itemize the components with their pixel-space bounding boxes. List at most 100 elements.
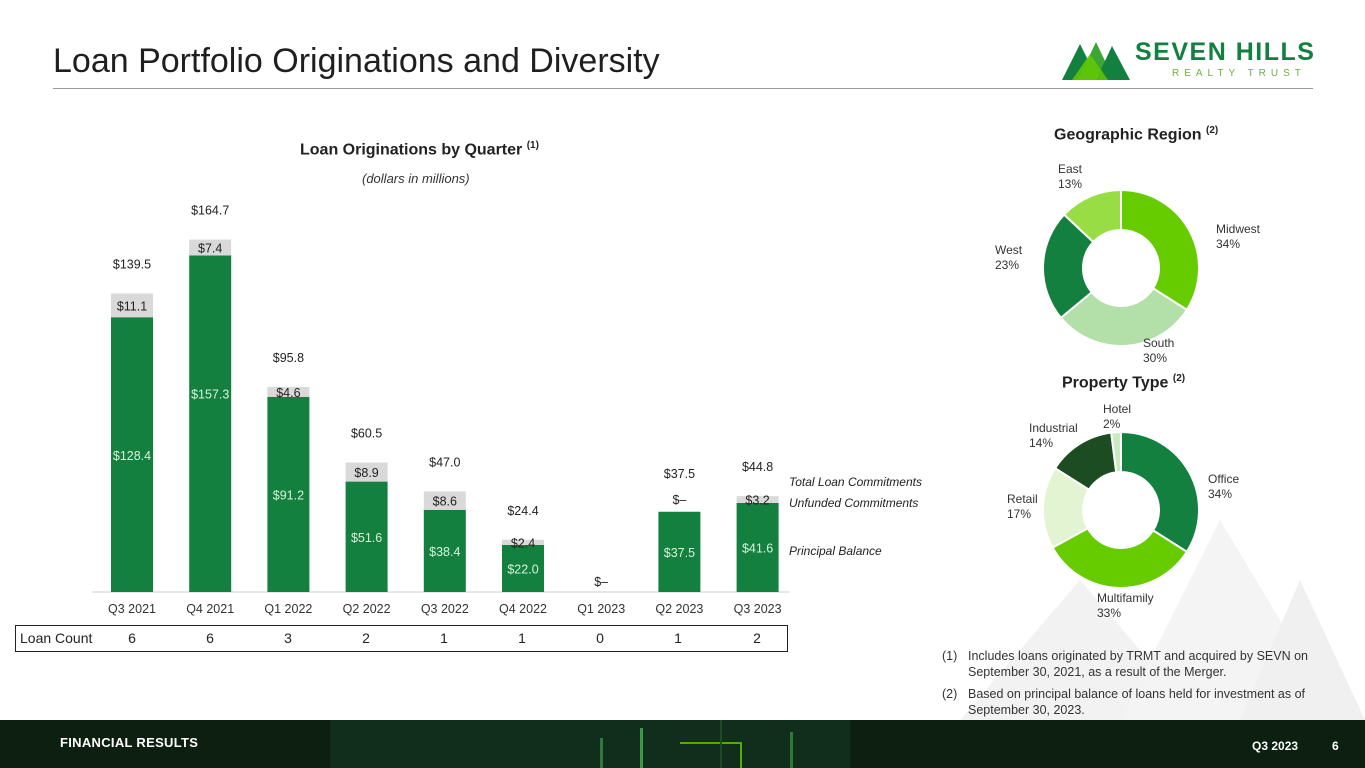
x-tick-label: Q3 2023 — [734, 602, 782, 616]
principal-balance-bar — [736, 502, 779, 592]
legend-principal-balance: Principal Balance — [789, 544, 882, 558]
total-commitment-label: $47.0 — [429, 455, 460, 469]
footer-bar — [0, 720, 1365, 768]
principal-balance-label: $41.6 — [742, 541, 773, 555]
slice-pct: 13% — [1058, 177, 1083, 191]
donut-slice-midwest — [1120, 188, 1200, 312]
property-type-title-note: (2) — [1172, 373, 1186, 384]
total-commitment-label: $95.8 — [273, 351, 304, 365]
background-mountains-decoration — [960, 520, 1365, 720]
bar-chart-title-text: Loan Originations by Quarter — [300, 141, 523, 159]
donut-label-industrial: Industrial 14% — [1029, 421, 1078, 451]
unfunded-commitments-bar — [111, 293, 153, 318]
principal-balance-label: $157.3 — [191, 387, 229, 401]
footnote-number: (2) — [942, 687, 958, 701]
footnote-2: (2) Based on principal balance of loans … — [942, 686, 1332, 718]
loan-count-value: 6 — [128, 630, 136, 646]
principal-balance-label: $51.6 — [351, 531, 382, 545]
unfunded-commitments-label: $– — [672, 493, 686, 507]
unfunded-commitments-bar — [267, 386, 310, 397]
donut-label-south: South 30% — [1143, 336, 1174, 366]
x-tick-label: Q1 2023 — [577, 602, 625, 616]
unfunded-commitments-label: $11.1 — [117, 299, 147, 313]
x-tick-label: Q2 2022 — [343, 602, 391, 616]
slice-name: Retail — [1007, 492, 1038, 506]
slice-pct: 33% — [1097, 606, 1122, 620]
property-type-donut — [1042, 430, 1200, 589]
unfunded-commitments-label: $8.9 — [354, 466, 378, 480]
slice-name: Multifamily — [1097, 591, 1154, 605]
total-commitment-label: $60.5 — [351, 427, 382, 441]
loan-count-value: 1 — [440, 630, 448, 646]
footnote-number: (1) — [942, 649, 958, 663]
loan-count-value: 1 — [518, 630, 526, 646]
loan-count-row — [15, 625, 788, 652]
donut-slice-south — [1059, 286, 1189, 347]
unfunded-commitments-label: $4.6 — [276, 386, 300, 400]
geographic-region-donut — [1042, 188, 1200, 347]
footnote-1: (1) Includes loans originated by TRMT an… — [942, 648, 1332, 680]
slice-pct: 17% — [1007, 507, 1032, 521]
principal-balance-bar — [345, 481, 388, 592]
slice-name: Office — [1208, 472, 1240, 486]
footer-background-graphic — [0, 720, 1365, 768]
slice-name: West — [995, 243, 1023, 257]
geographic-region-title-text: Geographic Region — [1054, 126, 1202, 144]
donut-label-midwest: Midwest 34% — [1216, 222, 1260, 252]
total-commitment-label: $44.8 — [742, 460, 773, 474]
legend-total-commitments: Total Loan Commitments — [789, 475, 922, 489]
total-commitment-label: $24.4 — [507, 504, 538, 518]
loan-count-value: 6 — [206, 630, 214, 646]
loan-count-value: 3 — [284, 630, 292, 646]
principal-balance-label: $37.5 — [664, 546, 695, 560]
slice-pct: 23% — [995, 258, 1020, 272]
loan-count-value: 2 — [753, 630, 761, 646]
unfunded-commitments-label: $3.2 — [745, 494, 769, 508]
loan-count-value: 0 — [596, 630, 604, 646]
property-type-title-text: Property Type — [1062, 374, 1169, 392]
principal-balance-bar — [189, 255, 232, 593]
property-type-title: Property Type (2) — [1062, 373, 1185, 392]
unfunded-commitments-label: $2.4 — [511, 536, 535, 550]
company-logo: SEVEN HILLS REALTY TRUST — [1062, 38, 1317, 84]
geographic-region-title: Geographic Region (2) — [1054, 125, 1218, 144]
slice-name: East — [1058, 162, 1083, 176]
slice-pct: 2% — [1103, 417, 1121, 431]
slice-pct: 30% — [1143, 351, 1168, 365]
slice-pct: 34% — [1216, 237, 1241, 251]
unfunded-commitments-bar — [502, 539, 544, 545]
donut-slice-multifamily — [1051, 526, 1189, 589]
principal-balance-label: $91.2 — [273, 488, 304, 502]
donut-slice-east — [1062, 188, 1122, 244]
principal-balance-label: $38.4 — [429, 545, 460, 559]
x-tick-label: Q4 2021 — [186, 602, 234, 616]
unfunded-commitments-label: $7.4 — [198, 241, 222, 255]
total-commitment-label: $– — [594, 575, 608, 589]
slice-name: Industrial — [1029, 421, 1078, 435]
footer-section-label: FINANCIAL RESULTS — [60, 735, 199, 750]
donut-slice-office — [1120, 430, 1200, 554]
slice-pct: 34% — [1208, 487, 1233, 501]
mountains-logo-icon — [1062, 42, 1130, 80]
slice-name: Midwest — [1216, 222, 1261, 236]
principal-balance-bar — [111, 317, 153, 592]
donut-label-multifamily: Multifamily 33% — [1097, 591, 1154, 621]
footnote-text: Based on principal balance of loans held… — [968, 687, 1306, 717]
footnote-text: Includes loans originated by TRMT and ac… — [968, 649, 1309, 679]
donut-label-west: West 23% — [995, 243, 1022, 273]
principal-balance-bar — [502, 544, 544, 592]
total-commitment-label: $139.5 — [113, 257, 151, 271]
logo-subtext: REALTY TRUST — [1172, 68, 1306, 79]
bar-chart-subtitle: (dollars in millions) — [362, 171, 470, 186]
footer-period: Q3 2023 — [1252, 739, 1299, 753]
principal-balance-label: $128.4 — [113, 449, 151, 463]
bar-chart-title-note: (1) — [526, 140, 539, 151]
donut-label-east: East 13% — [1058, 162, 1082, 192]
principal-balance-bar — [658, 511, 701, 592]
slice-pct: 14% — [1029, 436, 1054, 450]
unfunded-commitments-bar — [736, 496, 779, 503]
x-tick-label: Q4 2022 — [499, 602, 547, 616]
principal-balance-label: $22.0 — [507, 562, 538, 576]
x-tick-label: Q3 2022 — [421, 602, 469, 616]
loan-count-label: Loan Count — [20, 630, 93, 646]
